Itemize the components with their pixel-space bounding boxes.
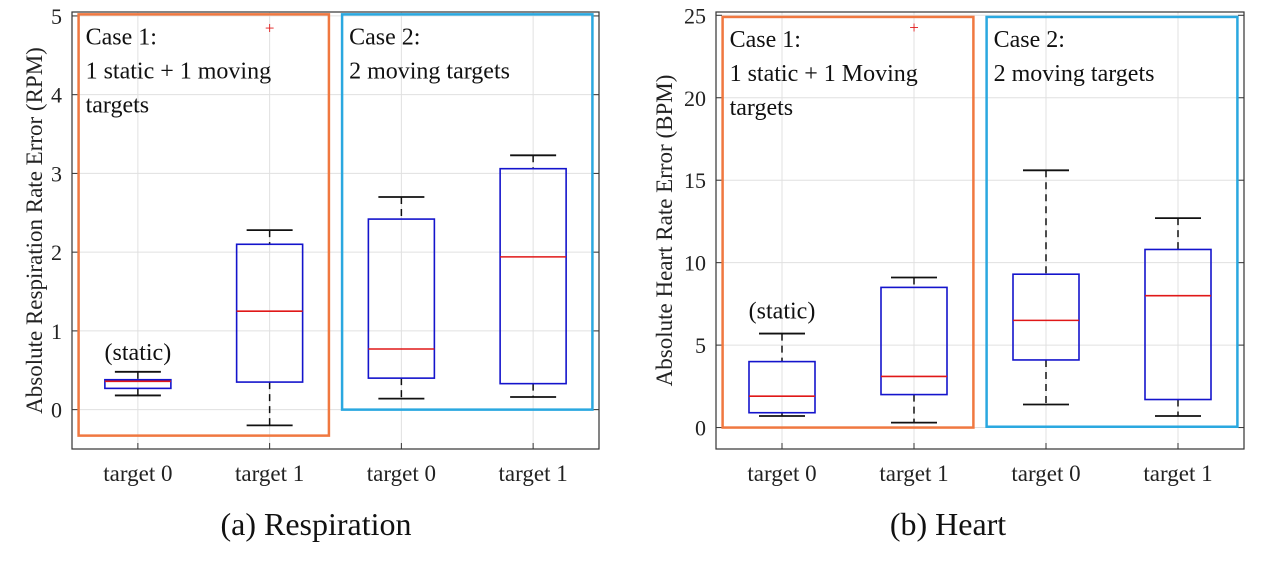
plot-area bbox=[72, 12, 599, 449]
outlier-marker: + bbox=[265, 19, 275, 38]
x-tick-label: target 1 bbox=[1143, 461, 1212, 486]
axes-border bbox=[71, 11, 600, 450]
x-tick-label: target 1 bbox=[235, 461, 304, 486]
box-iqr bbox=[499, 167, 567, 385]
box-iqr bbox=[748, 360, 816, 414]
case-title: Case 1: bbox=[730, 27, 801, 53]
case-title: Case 1: bbox=[86, 24, 157, 50]
case-description: targets bbox=[730, 95, 794, 121]
y-tick-label: 2 bbox=[51, 240, 62, 265]
respiration-panel: 0 1 2 3 4 5 target 0 target 1 target 0 target 1 Ca… bbox=[22, 4, 600, 542]
case-frame bbox=[340, 13, 594, 411]
respiration-caption: (a) Respiration bbox=[220, 506, 412, 542]
y-axis-label: Absolute Respiration Rate Error (RPM) bbox=[22, 47, 47, 414]
box-iqr bbox=[1012, 273, 1080, 361]
heart-panel: 0 5 10 15 20 25 target 0 target 1 target 0 target… bbox=[632, 0, 1264, 562]
box-iqr bbox=[880, 286, 948, 396]
case-description: 2 moving targets bbox=[994, 61, 1155, 87]
y-tick-label: 0 bbox=[51, 398, 62, 423]
box-iqr bbox=[235, 243, 304, 383]
y-tick-label: 3 bbox=[51, 161, 62, 186]
heart-caption: (b) Heart bbox=[889, 506, 1007, 542]
y-tick-label: 5 bbox=[695, 333, 706, 358]
case-description: 1 static + 1 moving bbox=[86, 58, 272, 84]
axes-border bbox=[715, 11, 1245, 450]
static-annotation: (static) bbox=[105, 340, 172, 366]
case-frame bbox=[721, 15, 975, 429]
x-tick-label: target 1 bbox=[499, 461, 568, 486]
x-tick-label: target 0 bbox=[367, 461, 436, 486]
y-tick-label: 10 bbox=[684, 251, 706, 276]
case-frame bbox=[985, 15, 1239, 428]
static-annotation: (static) bbox=[749, 299, 816, 325]
respiration-chart: 0 1 2 3 4 5 target 0 target 1 target 0 target 1 Ca… bbox=[22, 4, 600, 486]
x-tick-label: target 1 bbox=[879, 461, 948, 486]
case-title: Case 2: bbox=[349, 24, 420, 50]
x-tick-label: target 0 bbox=[747, 461, 816, 486]
plot-area bbox=[716, 12, 1244, 449]
y-tick-label: 20 bbox=[684, 86, 706, 111]
case-title: Case 2: bbox=[994, 27, 1065, 53]
heart-chart: 0 5 10 15 20 25 target 0 target 1 target 0 target… bbox=[652, 3, 1245, 486]
case-frame bbox=[77, 13, 331, 437]
case-description: 2 moving targets bbox=[349, 58, 510, 84]
y-tick-label: 25 bbox=[684, 3, 706, 28]
y-tick-label: 1 bbox=[51, 319, 62, 344]
box-iqr bbox=[1144, 248, 1212, 401]
outlier-marker: + bbox=[909, 18, 919, 37]
case-description: 1 static + 1 Moving bbox=[730, 61, 918, 87]
box-iqr bbox=[367, 218, 436, 379]
y-tick-label: 15 bbox=[684, 168, 706, 193]
x-tick-label: target 0 bbox=[103, 461, 172, 486]
y-tick-label: 0 bbox=[695, 416, 706, 441]
case-description: targets bbox=[86, 92, 150, 118]
box-iqr bbox=[104, 378, 172, 390]
x-tick-label: target 0 bbox=[1011, 461, 1080, 486]
y-tick-label: 4 bbox=[51, 83, 62, 108]
y-tick-label: 5 bbox=[51, 4, 62, 29]
y-axis-label: Absolute Heart Rate Error (BPM) bbox=[652, 75, 677, 387]
